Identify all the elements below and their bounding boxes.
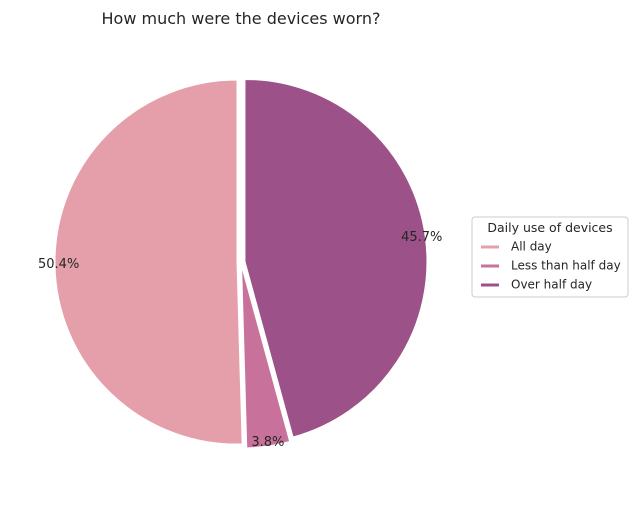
legend-label-all-day: All day: [511, 240, 552, 254]
legend-frame: [471, 216, 629, 298]
pie-slice-less-than-half-day: [241, 265, 291, 449]
legend-title: Daily use of devices: [487, 220, 612, 235]
chart-title: How much were the devices worn?: [102, 9, 381, 28]
legend-items: All day Less than half day Over half day: [481, 240, 621, 292]
pie-value-label-over-half-day: 45.7%: [401, 230, 442, 245]
pie-slice-all-day: [54, 79, 243, 445]
pie-value-labels: 50.4% 3.8% 45.7%: [38, 230, 442, 450]
pie-value-label-all-day: 50.4%: [38, 257, 79, 272]
pie-value-label-less-than-half-day: 3.8%: [251, 435, 284, 450]
pie-slice-over-half-day: [244, 78, 428, 438]
pie-slices: [54, 78, 428, 449]
legend-label-over-half-day: Over half day: [511, 278, 592, 292]
legend: Daily use of devices All day Less than ha…: [471, 216, 629, 298]
legend-label-less-than-half-day: Less than half day: [511, 259, 621, 273]
